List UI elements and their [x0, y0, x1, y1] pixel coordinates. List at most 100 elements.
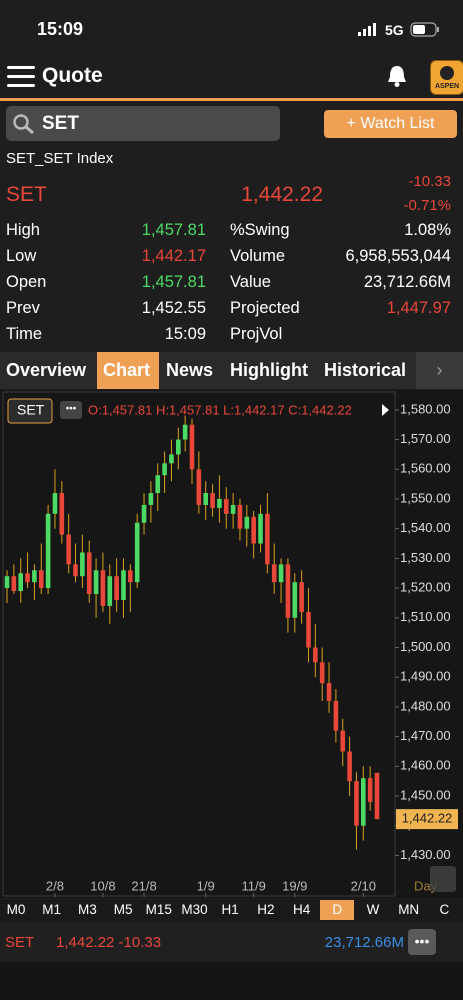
- tab[interactable]: Historical: [324, 360, 407, 380]
- candle-body: [59, 493, 65, 535]
- logo-text: ASPEN: [434, 83, 460, 90]
- candle-body: [244, 516, 250, 529]
- bell-icon[interactable]: [386, 64, 408, 88]
- timeframe[interactable]: M3: [78, 902, 97, 917]
- timeframe[interactable]: M30: [181, 902, 208, 917]
- timeframe[interactable]: MN: [398, 902, 420, 917]
- candle-body: [367, 778, 373, 802]
- candle-body: [162, 463, 167, 476]
- stat-label: Prev: [6, 299, 40, 317]
- timeframe[interactable]: W: [366, 902, 380, 917]
- y-tick-label: 1,490.00: [400, 669, 451, 684]
- candle-body: [292, 582, 298, 618]
- y-tick-label: 1,500.00: [400, 639, 451, 654]
- stat-value: 6,958,553,044: [345, 247, 451, 265]
- stat-label: %Swing: [230, 221, 290, 239]
- candle-body: [148, 493, 154, 505]
- y-tick-label: 1,550.00: [400, 490, 451, 505]
- stat-value: 23,712.66M: [363, 273, 451, 291]
- candle-body: [141, 504, 147, 523]
- header-title: Quote: [42, 64, 103, 87]
- candle-body: [230, 504, 236, 514]
- candle-body: [80, 552, 85, 577]
- y-tick-label: 1,470.00: [400, 728, 451, 743]
- footer-value: 23,712.66M: [324, 934, 404, 951]
- network-label: 5G: [385, 22, 404, 38]
- timeframe[interactable]: H2: [257, 902, 275, 917]
- tab-scroll-arrow[interactable]: ›: [416, 352, 463, 389]
- logo[interactable]: ASPEN: [430, 60, 463, 95]
- candle-body: [326, 683, 332, 701]
- more-button[interactable]: •••: [408, 929, 436, 955]
- candle-body: [32, 570, 37, 583]
- x-tick-label: 11/9: [241, 878, 265, 893]
- candle-body: [155, 475, 161, 494]
- tab[interactable]: Chart: [103, 360, 151, 380]
- candle-body: [354, 781, 359, 826]
- candle-body: [52, 493, 58, 514]
- legend-arrow-icon: [382, 404, 389, 416]
- candle-body: [11, 576, 17, 592]
- timeframe[interactable]: M1: [42, 902, 62, 917]
- menu-icon[interactable]: [7, 66, 35, 88]
- stat-label: ProjVol: [230, 325, 283, 343]
- candle-body: [360, 778, 366, 826]
- y-tick-label: 1,430.00: [400, 847, 451, 862]
- candle-body: [223, 498, 229, 514]
- change-percent: -0.71%: [403, 197, 451, 214]
- legend-symbol-box: [7, 398, 53, 424]
- y-tick-label: 1,460.00: [400, 758, 451, 773]
- candle-body: [134, 522, 140, 583]
- candle-body: [285, 564, 291, 618]
- candle-body: [73, 564, 78, 577]
- y-tick-label: 1,450.00: [400, 787, 451, 802]
- candle-body: [93, 570, 99, 595]
- timeframe[interactable]: D: [332, 902, 343, 917]
- x-tick-label: 10/8: [90, 878, 115, 893]
- candle-body: [45, 513, 51, 589]
- tab[interactable]: Overview: [6, 360, 87, 380]
- status-time: 15:09: [37, 19, 84, 39]
- timeframe[interactable]: M5: [113, 902, 133, 917]
- x-tick-label: 21/8: [131, 878, 156, 893]
- timeframe[interactable]: H4: [292, 902, 311, 917]
- candle-body: [347, 751, 352, 782]
- candle-body: [169, 454, 174, 464]
- candle-body: [100, 570, 106, 606]
- timeframe[interactable]: M15: [145, 902, 172, 917]
- y-tick-label: 1,560.00: [400, 461, 451, 476]
- stat-value: 1,442.17: [141, 247, 206, 265]
- search-box[interactable]: SET: [6, 106, 280, 141]
- x-tick-label: 2/8: [46, 878, 64, 893]
- last-price-label: 1,442.22: [402, 811, 453, 826]
- stat-label: Projected: [230, 299, 300, 317]
- timeframe[interactable]: H1: [221, 902, 239, 917]
- candle-body: [128, 570, 133, 583]
- candle-body: [196, 469, 202, 505]
- legend-ohlc: O:1,457.81 H:1,457.81 L:1,442.17 C:1,442…: [88, 402, 352, 417]
- candle-body: [299, 582, 304, 612]
- watchlist-button[interactable]: + Watch List: [324, 110, 457, 138]
- candle-body: [18, 573, 24, 592]
- candle-body: [237, 504, 243, 529]
- tab[interactable]: News: [166, 360, 214, 380]
- candle-body: [333, 700, 339, 731]
- x-tick-label: 19/9: [282, 878, 307, 893]
- timeframe-active-bg: [320, 900, 355, 920]
- tab-bar: [0, 352, 463, 389]
- y-tick-label: 1,510.00: [400, 609, 451, 624]
- stat-value: 1.08%: [404, 221, 451, 239]
- y-tick-label: 1,520.00: [400, 580, 451, 595]
- tab[interactable]: Highlight: [230, 360, 308, 380]
- timeframe[interactable]: M0: [6, 902, 26, 917]
- candle-body: [340, 730, 346, 752]
- legend-menu: [60, 401, 82, 419]
- stat-label: Value: [230, 273, 271, 291]
- candle-body: [86, 552, 92, 595]
- stat-value: 15:09: [164, 325, 206, 343]
- timeframe[interactable]: C: [439, 902, 450, 917]
- last-price: 1,442.22: [241, 183, 323, 206]
- candle-body: [313, 647, 318, 663]
- search-icon: [13, 114, 34, 135]
